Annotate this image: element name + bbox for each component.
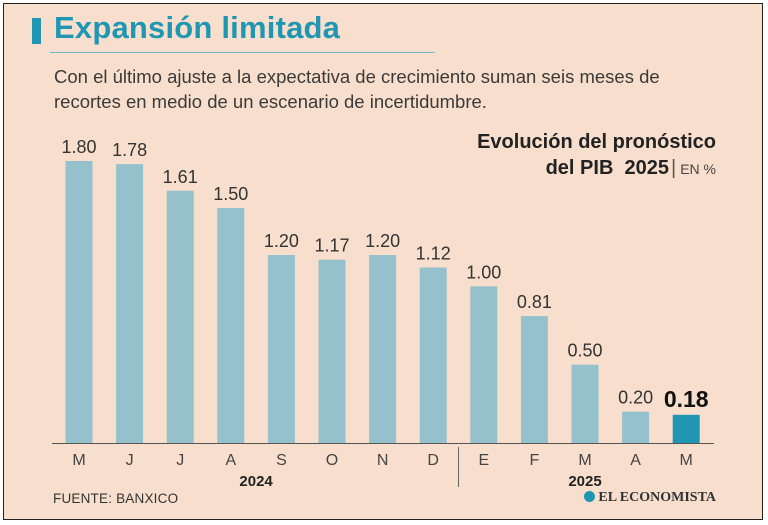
x-tick-label: E: [478, 452, 489, 469]
bar: [369, 255, 397, 443]
x-tick-label: M: [680, 452, 693, 469]
bar: [116, 164, 144, 443]
bar-value-label: 1.20: [365, 231, 400, 251]
bar: [672, 414, 700, 443]
bar-value-label: 0.50: [567, 341, 602, 361]
bar: [470, 286, 498, 443]
x-tick-label: M: [72, 452, 85, 469]
chart-title-line2: del PIB 2025: [545, 157, 669, 179]
publisher-logo: EL ECONOMISTA: [584, 490, 716, 506]
x-tick-label: D: [427, 452, 439, 469]
page-title: Expansión limitada: [54, 10, 341, 45]
x-tick-label: N: [377, 452, 389, 469]
chart-unit-label: EN %: [680, 161, 716, 177]
source-note: FUENTE: BANXICO: [53, 491, 179, 506]
bar-value-label: 1.80: [61, 137, 96, 157]
bar: [217, 208, 245, 443]
bar-value-label: 0.18: [664, 386, 709, 412]
bar: [65, 161, 93, 443]
bar-value-label: 1.12: [416, 244, 451, 264]
title-underline: [50, 52, 435, 53]
year-group-label: 2025: [568, 473, 601, 490]
title-accent-bar: [32, 18, 41, 44]
bar-value-label: 1.17: [314, 236, 349, 256]
bar-value-label: 0.81: [517, 292, 552, 312]
bar: [571, 364, 599, 443]
bar: [622, 411, 650, 443]
x-tick-label: A: [225, 452, 236, 469]
bar-value-label: 1.78: [112, 140, 147, 160]
x-tick-label: A: [630, 452, 641, 469]
logo-text: EL ECONOMISTA: [598, 490, 716, 505]
bar-value-label: 1.50: [213, 184, 248, 204]
bar: [318, 259, 346, 443]
x-tick-label: M: [578, 452, 591, 469]
bar-value-label: 1.20: [264, 231, 299, 251]
x-tick-label: J: [176, 452, 184, 469]
bar: [520, 316, 548, 443]
bar: [419, 267, 447, 443]
x-tick-label: S: [276, 452, 287, 469]
year-group-label: 2024: [239, 473, 273, 490]
bar-value-label: 1.00: [466, 262, 501, 282]
chart-title: Evolución del pronóstico del PIB 2025 | EN…: [477, 129, 716, 182]
x-tick-label: F: [530, 452, 540, 469]
chart-title-line2-wrap: del PIB 2025 | EN %: [545, 157, 716, 179]
bar-value-label: 0.20: [618, 388, 653, 408]
bar: [166, 190, 194, 443]
bar: [267, 255, 295, 443]
subtitle: Con el último ajuste a la expectativa de…: [54, 66, 660, 112]
chart-title-line1: Evolución del pronóstico: [477, 131, 716, 153]
bar-value-label: 1.61: [163, 167, 198, 187]
x-tick-label: O: [326, 452, 338, 469]
x-tick-label: J: [126, 452, 134, 469]
logo-icon: [584, 491, 596, 502]
